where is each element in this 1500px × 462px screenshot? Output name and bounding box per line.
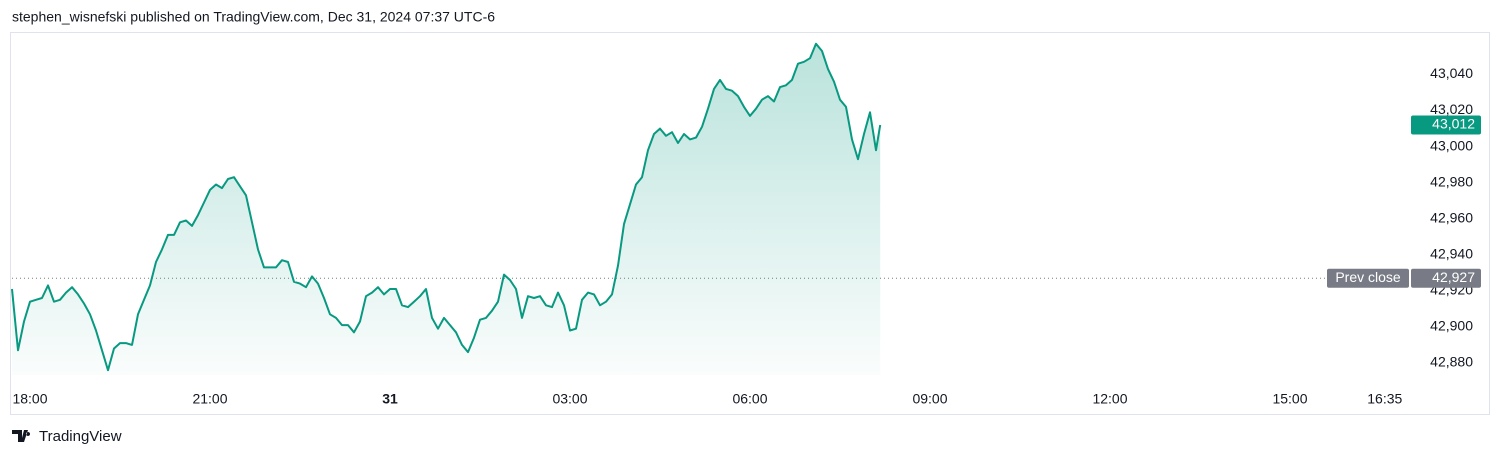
- x-tick-label: 12:00: [1092, 391, 1127, 407]
- y-tick-label: 42,880: [1430, 354, 1473, 370]
- prev-close-value: 42,927: [1432, 269, 1475, 285]
- y-tick-label: 42,960: [1430, 209, 1473, 225]
- prev-close-tag: [1327, 268, 1409, 288]
- brand: TradingView: [39, 428, 122, 445]
- prev-close-name: Prev close: [1335, 269, 1401, 285]
- logo: [12, 430, 31, 442]
- x-tick-label: 15:00: [1272, 391, 1307, 407]
- y-tick-label: 42,900: [1430, 318, 1473, 334]
- x-tick-label: 18:00: [12, 391, 47, 407]
- x-tick-label: 06:00: [732, 391, 767, 407]
- header: stephen_wisnefski published on TradingVi…: [12, 9, 495, 25]
- y-tick-label: 43,040: [1430, 65, 1473, 81]
- y-tick-label: 42,980: [1430, 173, 1473, 189]
- last-price: 43,012: [1432, 116, 1475, 132]
- y-tick-label: 42,940: [1430, 245, 1473, 261]
- chart-frame: [10, 32, 1490, 415]
- last-price-tag: [1411, 115, 1481, 135]
- y-tick-label: 43,020: [1430, 101, 1473, 117]
- y-tick-label: 43,000: [1430, 137, 1473, 153]
- x-tick-label: 16:35: [1367, 391, 1402, 407]
- x-tick-label: 31: [382, 391, 398, 407]
- prev-close-value-tag: [1411, 268, 1481, 288]
- price-line: [11, 42, 882, 372]
- area-fill: [12, 43, 881, 376]
- x-tick-label: 21:00: [192, 391, 227, 407]
- x-tick-label: 09:00: [912, 391, 947, 407]
- x-tick-label: 03:00: [552, 391, 587, 407]
